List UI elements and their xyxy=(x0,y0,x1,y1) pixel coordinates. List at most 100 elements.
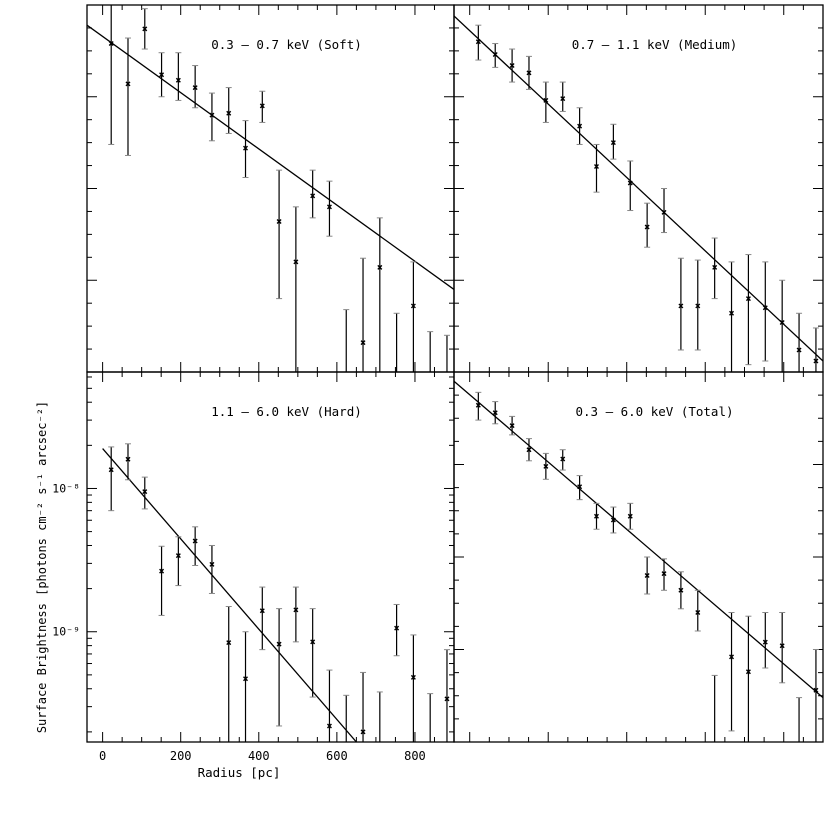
point-marker xyxy=(644,224,650,230)
point-marker xyxy=(276,641,282,647)
data-point xyxy=(492,43,499,68)
plot-area xyxy=(102,443,450,742)
data-point xyxy=(393,603,400,657)
data-point xyxy=(376,691,383,742)
data-point xyxy=(360,257,367,372)
plot-area xyxy=(454,380,823,742)
point-marker xyxy=(125,81,131,87)
plot-area xyxy=(454,15,823,372)
data-point xyxy=(427,693,434,742)
data-point xyxy=(542,452,549,480)
point-marker xyxy=(543,463,549,469)
point-marker xyxy=(526,70,532,76)
data-point xyxy=(141,8,148,50)
data-point xyxy=(694,259,701,351)
point-marker xyxy=(492,52,498,58)
panel-medium: 0.7 – 1.1 keV (Medium) xyxy=(453,4,824,373)
point-marker xyxy=(175,553,181,559)
data-point xyxy=(593,502,600,530)
point-marker xyxy=(745,669,751,675)
data-point xyxy=(610,123,617,160)
data-point xyxy=(360,671,367,742)
data-point xyxy=(593,143,600,193)
fit-line xyxy=(102,448,357,742)
data-point xyxy=(661,558,668,591)
point-marker xyxy=(813,358,819,364)
panel-soft: 0.3 – 0.7 keV (Soft) xyxy=(86,4,455,373)
point-marker xyxy=(410,303,416,309)
point-marker xyxy=(729,654,735,660)
data-point xyxy=(509,48,516,83)
data-point xyxy=(292,206,299,372)
fit-line xyxy=(87,24,454,290)
data-point xyxy=(393,312,400,372)
data-point xyxy=(559,81,566,112)
point-marker xyxy=(678,587,684,593)
point-marker xyxy=(142,489,148,495)
data-point xyxy=(711,674,718,742)
point-marker xyxy=(796,347,802,353)
data-point xyxy=(677,257,684,351)
data-point xyxy=(259,586,266,651)
y-tick-label: 10⁻⁹ xyxy=(52,625,80,639)
data-point xyxy=(525,55,532,90)
point-marker xyxy=(492,410,498,416)
point-marker xyxy=(377,264,383,270)
point-marker xyxy=(627,180,633,186)
point-marker xyxy=(243,145,249,151)
data-point xyxy=(242,631,249,742)
point-marker xyxy=(108,41,114,47)
data-point xyxy=(208,92,215,142)
point-marker xyxy=(594,163,599,169)
data-point xyxy=(309,608,316,698)
point-marker xyxy=(326,723,332,729)
point-marker xyxy=(410,674,416,680)
point-marker xyxy=(243,676,249,682)
data-point xyxy=(576,107,583,145)
point-marker xyxy=(543,97,549,103)
data-point xyxy=(259,90,266,123)
data-point xyxy=(559,449,566,471)
point-marker xyxy=(293,259,299,265)
data-point xyxy=(158,52,165,98)
data-point xyxy=(443,649,450,742)
point-marker xyxy=(326,204,332,210)
data-point xyxy=(108,446,115,512)
point-marker xyxy=(259,103,265,109)
point-marker xyxy=(644,573,650,578)
data-point xyxy=(326,180,333,237)
point-marker xyxy=(259,608,265,614)
point-marker xyxy=(310,193,316,199)
point-marker xyxy=(661,209,667,215)
point-marker xyxy=(610,140,616,146)
point-marker xyxy=(209,112,215,118)
point-marker xyxy=(226,110,232,116)
data-point xyxy=(225,606,232,742)
data-point xyxy=(492,401,499,425)
point-marker xyxy=(627,513,633,519)
panel-title: 1.1 – 6.0 keV (Hard) xyxy=(211,404,362,419)
data-point xyxy=(576,475,583,501)
data-point xyxy=(779,612,786,684)
x-tick-label: 200 xyxy=(170,749,192,763)
data-point xyxy=(610,506,617,534)
point-marker xyxy=(610,517,616,523)
point-marker xyxy=(695,303,701,309)
point-marker xyxy=(560,456,566,462)
data-point xyxy=(796,697,803,742)
x-tick-label: 400 xyxy=(248,749,270,763)
point-marker xyxy=(779,319,785,325)
panel-total: 0.3 – 6.0 keV (Total) xyxy=(453,371,824,743)
data-point xyxy=(812,327,819,372)
point-marker xyxy=(813,687,819,693)
data-point xyxy=(175,536,182,587)
data-point xyxy=(475,24,482,61)
fit-line xyxy=(454,380,823,699)
point-marker xyxy=(526,447,532,453)
point-marker xyxy=(226,640,232,646)
data-point xyxy=(124,37,131,156)
data-point xyxy=(644,556,651,595)
data-point xyxy=(175,52,182,101)
point-marker xyxy=(360,729,366,735)
